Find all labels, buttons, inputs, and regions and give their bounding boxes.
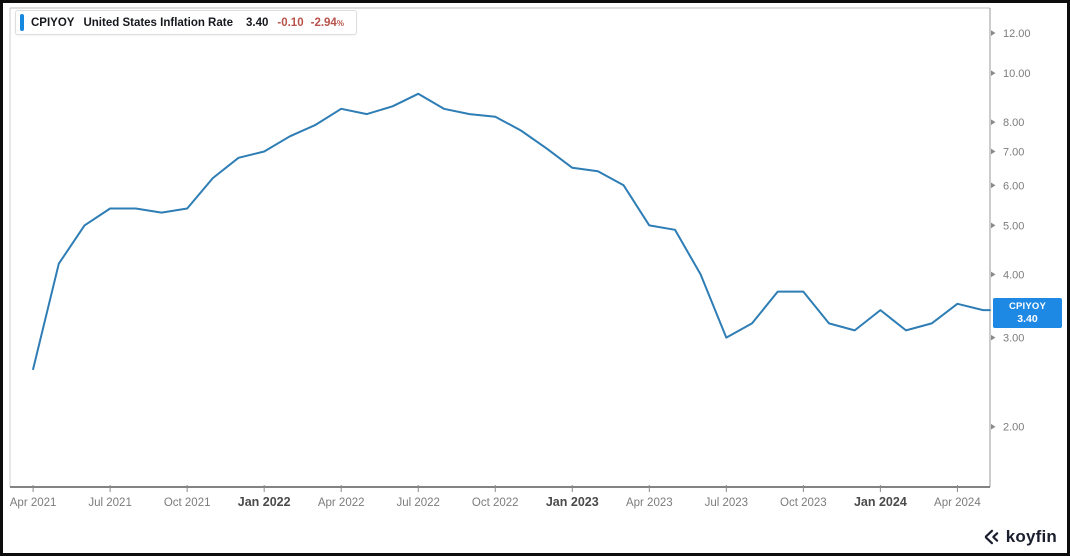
x-tick-label: Jan 2024	[854, 495, 907, 509]
x-tick-label: Apr 2024	[934, 497, 981, 509]
y-tick-label: 2.00	[1003, 422, 1024, 434]
inflation-rate-line	[32, 92, 991, 371]
koyfin-chevrons-icon	[984, 529, 998, 545]
series-change-percent: -2.94%	[310, 16, 344, 29]
y-tick-mark	[991, 182, 996, 189]
x-tick-label: Apr 2023	[626, 497, 673, 509]
y-tick-mark	[991, 271, 996, 278]
x-tick-label: Apr 2022	[318, 497, 365, 509]
y-tick-mark	[991, 148, 996, 155]
y-tick-label: 8.00	[1003, 117, 1024, 129]
y-tick-label: 5.00	[1003, 220, 1024, 232]
percent-sign: %	[336, 18, 344, 28]
series-change: -0.10	[277, 16, 304, 29]
y-tick-mark	[991, 423, 996, 430]
x-tick-label: Jul 2021	[88, 497, 131, 509]
series-color-bar	[20, 14, 24, 31]
y-tick-mark	[991, 70, 996, 76]
koyfin-logo: koyfin	[981, 527, 1057, 547]
y-tick-mark	[991, 222, 996, 229]
x-tick-label: Jul 2022	[396, 497, 439, 509]
y-tick-label: 3.00	[1003, 333, 1024, 345]
y-tick-mark	[991, 334, 996, 341]
series-last-value: 3.40	[246, 16, 269, 29]
y-tick-mark	[991, 30, 996, 36]
x-tick-label: Jul 2023	[705, 497, 748, 509]
x-tick-label: Oct 2021	[164, 497, 211, 509]
y-tick-label: 6.00	[1003, 180, 1024, 192]
y-tick-label: 4.00	[1003, 269, 1024, 281]
series-legend[interactable]: CPIYOY United States Inflation Rate 3.40…	[15, 10, 357, 35]
y-tick-mark	[991, 119, 996, 125]
y-tick-label: 10.00	[1003, 68, 1031, 80]
koyfin-wordmark: koyfin	[1005, 527, 1057, 546]
last-price-badge: CPIYOY 3.40	[993, 298, 1062, 329]
x-tick-label: Jan 2022	[238, 495, 291, 509]
series-ticker: CPIYOY	[31, 16, 75, 29]
x-tick-label: Oct 2023	[780, 497, 827, 509]
inflation-line-chart[interactable]: 12.00 10.00 8.00 7.00 6.00 5.00 4.00 3.00 2.00 Ap…	[3, 3, 1067, 553]
badge-ticker: CPIYOY	[1008, 300, 1047, 312]
series-name: United States Inflation Rate	[83, 16, 233, 29]
y-tick-label: 12.00	[1003, 28, 1031, 40]
y-tick-label: 7.00	[1003, 146, 1024, 158]
x-tick-label: Jan 2023	[546, 495, 599, 509]
x-tick-label: Apr 2021	[10, 497, 57, 509]
badge-value: 3.40	[1017, 312, 1038, 325]
x-tick-label: Oct 2022	[472, 497, 519, 509]
